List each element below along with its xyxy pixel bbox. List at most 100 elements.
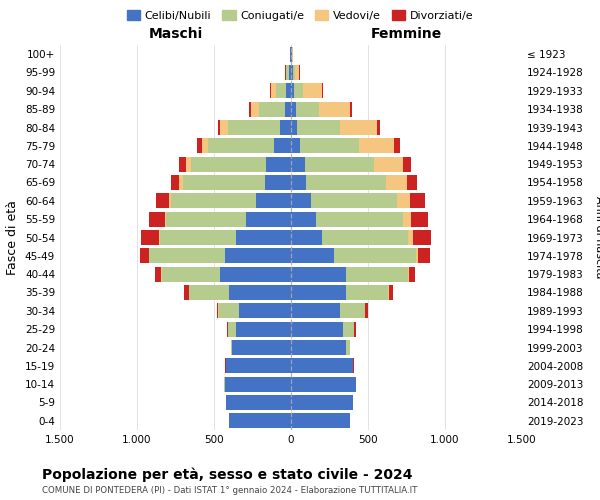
Bar [169, 194, 171, 208]
Bar [149, 212, 165, 226]
Bar [156, 194, 169, 208]
Bar [291, 414, 350, 428]
Bar [407, 175, 417, 190]
Bar [291, 322, 343, 336]
Bar [296, 102, 319, 116]
Bar [228, 322, 236, 336]
Bar [179, 175, 183, 190]
Bar [179, 156, 185, 172]
Text: Popolazione per età, sesso e stato civile - 2024: Popolazione per età, sesso e stato civil… [42, 468, 413, 482]
Bar [232, 340, 291, 355]
Bar [165, 212, 166, 226]
Bar [403, 212, 411, 226]
Bar [340, 120, 377, 135]
Text: Femmine: Femmine [371, 28, 442, 42]
Bar [416, 248, 418, 264]
Bar [291, 340, 346, 355]
Bar [285, 102, 291, 116]
Bar [388, 285, 389, 300]
Y-axis label: Anni di nascita: Anni di nascita [595, 196, 600, 279]
Bar [305, 156, 374, 172]
Bar [291, 102, 296, 116]
Bar [322, 230, 408, 245]
Bar [166, 212, 247, 226]
Bar [408, 266, 409, 281]
Bar [289, 65, 291, 80]
Bar [291, 65, 293, 80]
Bar [149, 248, 225, 264]
Bar [274, 138, 291, 154]
Bar [291, 358, 353, 374]
Bar [295, 65, 299, 80]
Bar [300, 138, 359, 154]
Bar [294, 84, 304, 98]
Bar [319, 102, 350, 116]
Bar [389, 285, 394, 300]
Bar [202, 138, 208, 154]
Bar [265, 175, 291, 190]
Bar [334, 248, 416, 264]
Bar [218, 304, 239, 318]
Bar [377, 120, 380, 135]
Bar [410, 194, 425, 208]
Bar [266, 156, 291, 172]
Y-axis label: Fasce di età: Fasce di età [7, 200, 19, 275]
Bar [218, 120, 220, 135]
Bar [307, 175, 386, 190]
Bar [340, 304, 365, 318]
Bar [229, 414, 291, 428]
Bar [251, 102, 259, 116]
Bar [183, 175, 265, 190]
Bar [346, 340, 350, 355]
Bar [291, 46, 292, 62]
Bar [140, 248, 149, 264]
Bar [291, 212, 316, 226]
Bar [275, 84, 286, 98]
Bar [171, 194, 256, 208]
Bar [411, 212, 428, 226]
Bar [291, 285, 346, 300]
Bar [413, 230, 431, 245]
Bar [286, 84, 291, 98]
Bar [184, 285, 189, 300]
Bar [239, 304, 291, 318]
Bar [297, 120, 340, 135]
Bar [228, 120, 280, 135]
Bar [350, 102, 352, 116]
Bar [185, 156, 191, 172]
Bar [220, 120, 228, 135]
Legend: Celibi/Nubili, Coniugati/e, Vedovi/e, Divorziati/e: Celibi/Nubili, Coniugati/e, Vedovi/e, Di… [122, 6, 478, 25]
Text: COMUNE DI PONTEDERA (PI) - Dati ISTAT 1° gennaio 2024 - Elaborazione TUTTITALIA.: COMUNE DI PONTEDERA (PI) - Dati ISTAT 1°… [42, 486, 418, 495]
Bar [290, 46, 291, 62]
Bar [270, 84, 271, 98]
Bar [291, 120, 297, 135]
Bar [291, 230, 322, 245]
Bar [316, 212, 403, 226]
Bar [304, 84, 322, 98]
Bar [355, 322, 356, 336]
Bar [343, 322, 354, 336]
Bar [191, 156, 266, 172]
Bar [227, 322, 228, 336]
Bar [346, 285, 388, 300]
Bar [226, 395, 291, 410]
Bar [403, 156, 411, 172]
Bar [236, 230, 291, 245]
Bar [311, 194, 397, 208]
Bar [171, 175, 179, 190]
Bar [291, 84, 294, 98]
Bar [386, 175, 407, 190]
Bar [141, 230, 160, 245]
Bar [291, 266, 346, 281]
Bar [231, 340, 232, 355]
Bar [225, 248, 291, 264]
Bar [160, 230, 236, 245]
Bar [409, 266, 415, 281]
Bar [250, 102, 251, 116]
Bar [322, 84, 323, 98]
Bar [155, 266, 161, 281]
Bar [286, 65, 289, 80]
Bar [293, 65, 295, 80]
Bar [291, 175, 307, 190]
Bar [291, 138, 300, 154]
